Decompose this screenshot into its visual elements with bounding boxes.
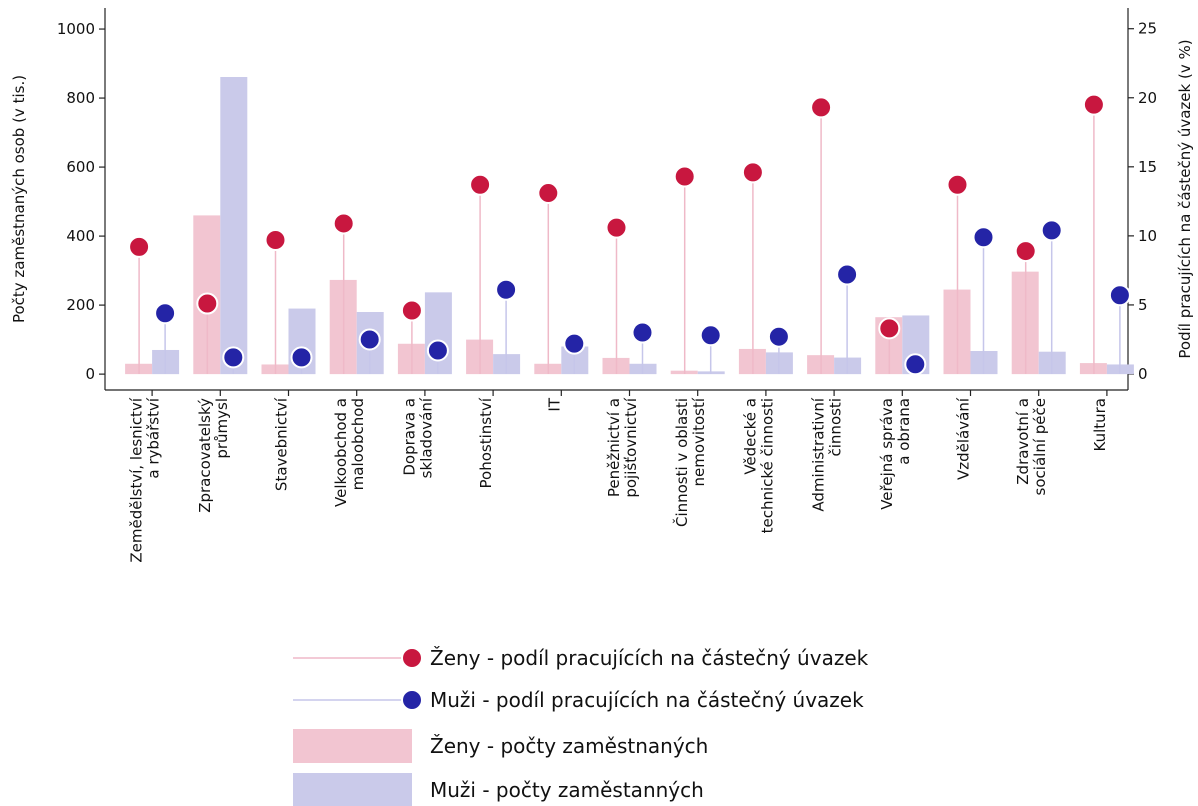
lollipop-dot <box>741 161 764 184</box>
x-tick-label: Činnosti v oblastinemovitostí <box>672 397 708 527</box>
x-tick-label-line: Veřejná správa <box>878 398 896 510</box>
legend-swatch <box>293 729 412 763</box>
y2-tick-label: 15 <box>1138 158 1157 176</box>
legend-dot <box>401 689 423 711</box>
y-axis-label: Počty zaměstnaných osob (v tis.) <box>10 75 28 323</box>
lollipop-dot <box>332 212 355 235</box>
legend-label: Ženy - podíl pracujících na částečný úva… <box>430 646 869 670</box>
lollipop-dot <box>222 346 245 369</box>
lollipop-dot <box>400 299 423 322</box>
x-tick-label-line: průmysl <box>213 398 231 459</box>
y2-tick-label: 10 <box>1138 227 1157 245</box>
x-tick-label: Kultura <box>1091 398 1109 452</box>
x-tick-label-line: nemovitostí <box>690 397 708 486</box>
lollipop-dot <box>196 292 219 315</box>
lollipop-dot <box>972 226 995 249</box>
x-tick-label-line: Vzdělávání <box>955 397 973 480</box>
lollipop-dot <box>563 332 586 355</box>
x-tick-label: Velkoobchod amaloobchod <box>332 398 367 507</box>
y2-tick-label: 0 <box>1138 365 1148 383</box>
x-tick-label: Veřejná správaa obrana <box>878 398 913 510</box>
lollipop-dot <box>1014 240 1037 263</box>
x-tick-label: Doprava askladování <box>400 397 435 478</box>
lollipop-dot <box>290 346 313 369</box>
x-tick-label-line: Činnosti v oblasti <box>672 398 691 527</box>
lollipop-dot <box>264 229 287 252</box>
legend-dot <box>401 647 423 669</box>
x-tick-label: Vědecké atechnické činnosti <box>741 398 776 533</box>
y-tick-label: 600 <box>66 158 95 176</box>
x-tick-label-line: Kultura <box>1091 398 1109 452</box>
lollipop-dot <box>495 278 518 301</box>
y2-axis-label: Podíl pracujících na částečný úvazek (v … <box>1176 39 1194 358</box>
x-tick-label-line: a obrana <box>895 398 913 465</box>
x-tick-label-line: maloobchod <box>349 398 367 490</box>
lollipop-dot <box>128 235 151 258</box>
x-tick-label-line: technické činnosti <box>758 398 776 533</box>
x-tick-label-line: Zdravotní a <box>1014 398 1032 485</box>
lollipop-dot <box>605 216 628 239</box>
lollipop-dot <box>878 317 901 340</box>
x-tick-label-line: Velkoobchod a <box>332 398 350 507</box>
lollipop-dot <box>1108 284 1131 307</box>
x-tick-label: Zpracovatelskýprůmysl <box>196 398 231 513</box>
x-tick-label: Stavebnictví <box>273 397 291 491</box>
x-tick-label-line: sociální péče <box>1031 398 1049 495</box>
lollipop-dot <box>699 324 722 347</box>
lollipop-dot <box>673 165 696 188</box>
y2-tick-label: 25 <box>1138 20 1157 38</box>
x-tick-label: Pohostinství <box>477 397 495 488</box>
x-tick-label: Zemědělství, lesnictvía rybářství <box>128 397 163 562</box>
x-tick-label-line: Vědecké a <box>741 398 759 475</box>
legend-swatch <box>293 773 412 806</box>
x-tick-label-line: pojišťovnictví <box>622 397 640 497</box>
lollipop-dot <box>1040 219 1063 242</box>
y-tick-label: 1000 <box>57 20 95 38</box>
y2-tick-label: 20 <box>1138 89 1157 107</box>
lollipop-dot <box>469 173 492 196</box>
lollipop-dot <box>767 325 790 348</box>
lollipop-dot <box>836 263 859 286</box>
x-tick-label: Vzdělávání <box>955 397 973 480</box>
lollipop-dot <box>426 339 449 362</box>
x-tick-label-line: a rybářství <box>145 397 163 478</box>
x-tick-label-line: Administrativní <box>810 397 828 511</box>
lollipop-dot <box>358 328 381 351</box>
x-tick-label-line: Stavebnictví <box>273 397 291 491</box>
legend-label: Muži - počty zaměstanných <box>430 778 704 802</box>
lollipop-dot <box>946 173 969 196</box>
x-tick-label-line: Zpracovatelský <box>196 398 214 513</box>
x-tick-label: IT <box>545 397 563 411</box>
x-tick-label-line: IT <box>545 397 563 411</box>
x-tick-label-line: činnosti <box>827 398 845 456</box>
y2-tick-label: 5 <box>1138 296 1148 314</box>
y-tick-label: 0 <box>85 365 95 383</box>
y-tick-label: 800 <box>66 89 95 107</box>
bar <box>220 77 248 375</box>
x-tick-label-line: Pohostinství <box>477 397 495 488</box>
x-tick-label-line: Doprava a <box>400 398 418 476</box>
y-tick-label: 400 <box>66 227 95 245</box>
lollipop-dot <box>154 302 177 325</box>
legend-label: Ženy - počty zaměstnaných <box>430 734 708 758</box>
lollipop-dot <box>1082 93 1105 116</box>
legend-label: Muži - podíl pracujících na částečný úva… <box>430 688 864 712</box>
lollipop-dot <box>537 182 560 205</box>
x-tick-label-line: Peněžnictví a <box>605 398 623 497</box>
lollipop-dot <box>810 96 833 119</box>
lollipop-dot <box>631 321 654 344</box>
x-tick-label: Zdravotní asociální péče <box>1014 398 1049 495</box>
x-tick-label-line: Zemědělství, lesnictví <box>128 397 146 562</box>
x-tick-label: Peněžnictví apojišťovnictví <box>605 397 640 497</box>
x-tick-label: Administrativníčinnosti <box>810 397 845 511</box>
lollipop-dot <box>904 353 927 376</box>
x-tick-label-line: skladování <box>417 397 435 478</box>
y-tick-label: 200 <box>66 296 95 314</box>
